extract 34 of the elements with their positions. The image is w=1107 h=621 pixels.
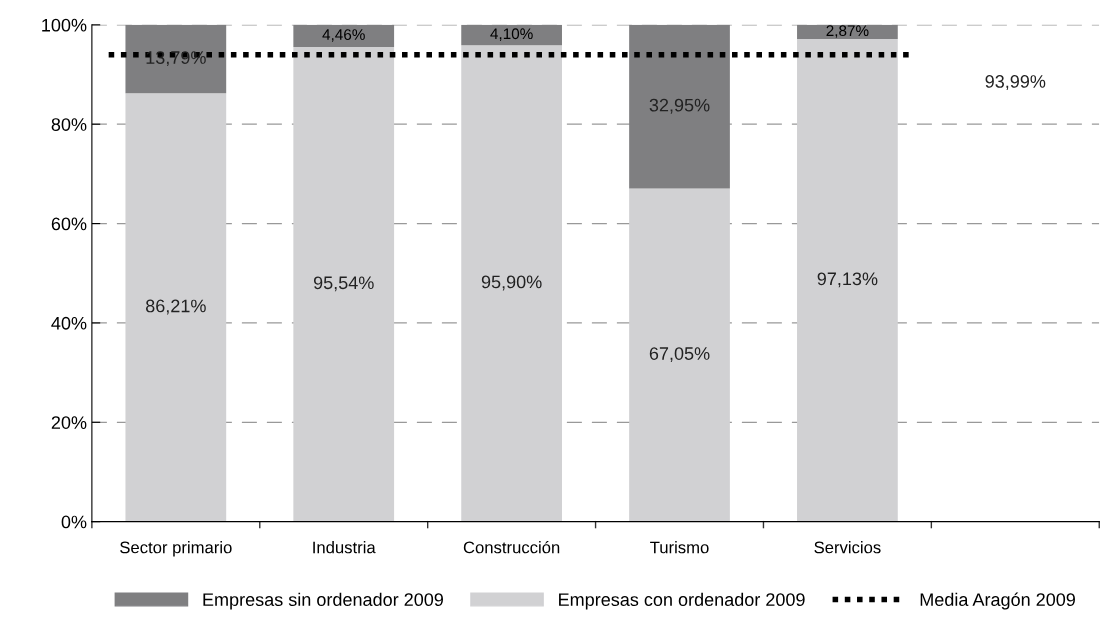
bar bbox=[797, 39, 898, 522]
y-tick-label: 100% bbox=[42, 18, 87, 32]
y-tick-label: 20% bbox=[51, 416, 87, 429]
data-label: 4,46% bbox=[322, 29, 365, 42]
bar bbox=[125, 24, 227, 94]
legend-label: Empresas sin ordenador 2009 bbox=[203, 592, 443, 610]
y-tick-label: 80% bbox=[51, 118, 87, 131]
data-label: 32,95% bbox=[649, 98, 710, 114]
data-label: 86,21% bbox=[146, 299, 206, 315]
data-label: 2,87% bbox=[826, 25, 869, 38]
data-label: 95,90% bbox=[481, 275, 542, 291]
y-tick-label: 60% bbox=[51, 217, 87, 231]
bar bbox=[293, 24, 395, 47]
x-tick-label: Industria bbox=[313, 541, 376, 554]
legend-label: Media Aragón 2009 bbox=[920, 592, 1075, 610]
bar bbox=[629, 24, 730, 189]
annotation: 93,99% bbox=[985, 75, 1046, 90]
y-tick-label: 0% bbox=[61, 515, 87, 529]
bar bbox=[293, 47, 395, 522]
bar bbox=[125, 93, 227, 522]
data-label: 4,10% bbox=[490, 28, 533, 41]
legend-label: Empresas con ordenador 2009 bbox=[559, 592, 805, 610]
data-label: 95,54% bbox=[313, 276, 374, 292]
x-tick-label: Servicios bbox=[814, 541, 881, 554]
x-tick-label: Sector primario bbox=[120, 541, 232, 557]
y-tick-label: 40% bbox=[51, 316, 87, 330]
bar bbox=[461, 45, 562, 522]
data-label: 97,13% bbox=[817, 272, 878, 288]
data-label: 13,79% bbox=[146, 51, 206, 67]
x-tick-label: Turismo bbox=[650, 541, 709, 554]
bar bbox=[629, 188, 730, 522]
data-label: 67,05% bbox=[649, 347, 710, 363]
bar bbox=[461, 24, 562, 46]
x-tick-label: Construcción bbox=[463, 540, 560, 554]
